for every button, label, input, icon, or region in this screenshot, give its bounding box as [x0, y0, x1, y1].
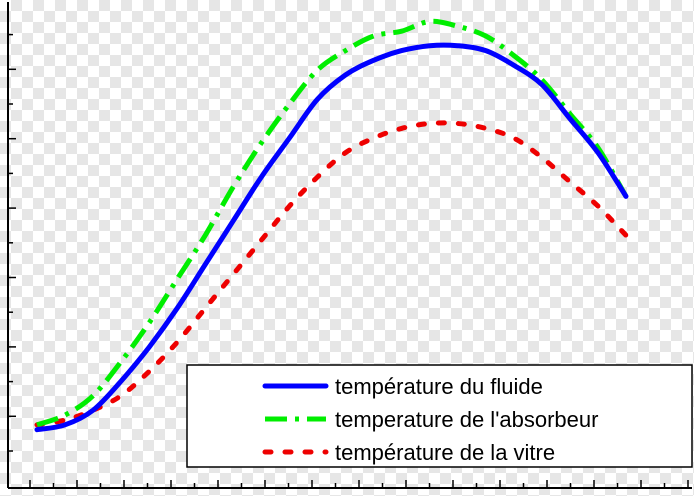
- series-line-fluide: [34, 42, 629, 433]
- legend-label-fluide: température du fluide: [335, 374, 543, 399]
- series-line-vitre: [34, 120, 629, 428]
- legend-label-vitre: température de la vitre: [335, 440, 555, 465]
- legend-label-absorbeur: temperature de l'absorbeur: [335, 407, 598, 432]
- axes: [7, 2, 692, 489]
- series-line-absorbeur: [36, 18, 629, 428]
- series-layer: [34, 18, 629, 433]
- legend: température du fluide temperature de l'a…: [186, 364, 693, 468]
